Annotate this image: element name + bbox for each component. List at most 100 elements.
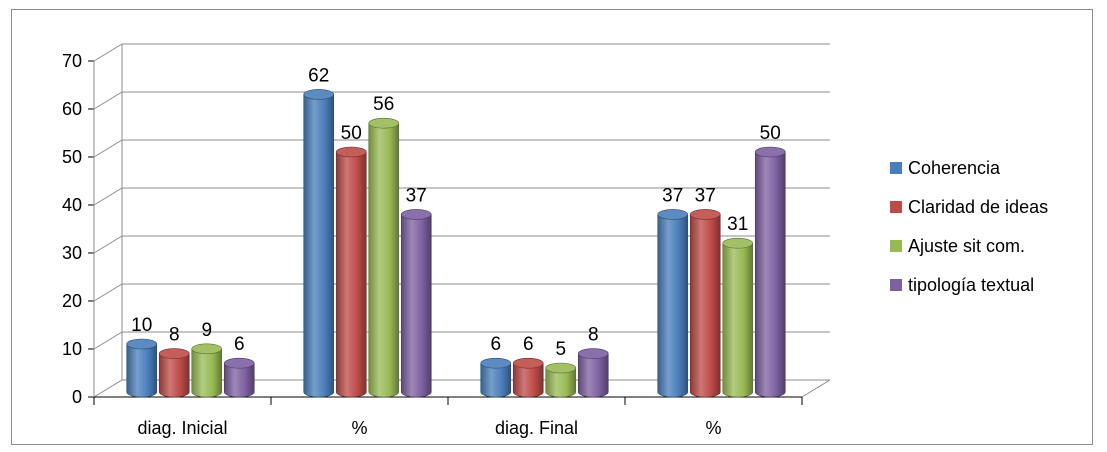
y-tick-label: 60	[62, 99, 82, 119]
data-label: 6	[234, 334, 245, 355]
data-label: 37	[695, 185, 716, 206]
bar	[368, 117, 400, 398]
x-tick-label: %	[351, 418, 367, 438]
legend-label: Ajuste sit com.	[908, 236, 1025, 256]
data-label: 8	[169, 325, 180, 346]
bar	[480, 357, 512, 398]
bar-top	[689, 209, 721, 220]
bar	[754, 146, 786, 398]
bar-body	[689, 214, 721, 398]
data-label: 50	[341, 123, 362, 144]
bar-body	[545, 367, 577, 398]
data-label: 5	[555, 339, 566, 360]
bar	[657, 209, 689, 398]
bar-top	[657, 209, 689, 220]
data-label: 31	[727, 214, 748, 235]
bar-body	[158, 353, 190, 398]
axes: 0 10 20 30 40 50 60 70 diag. Inicial% diag. Final…	[62, 44, 831, 438]
legend-label: Coherencia	[908, 158, 1001, 178]
legend-swatch	[890, 279, 902, 291]
legend-item: tipología textual	[890, 275, 1034, 295]
bar	[577, 348, 609, 398]
data-label: 6	[523, 334, 534, 355]
legend-swatch	[890, 201, 902, 213]
bar	[158, 348, 190, 398]
y-tick-label: 0	[72, 387, 82, 407]
gridline-side	[93, 43, 123, 62]
bar-top	[368, 117, 400, 129]
data-label: 50	[760, 123, 781, 144]
legend-swatch	[890, 240, 902, 252]
bar	[722, 237, 754, 398]
bar-top	[722, 237, 754, 249]
bar	[191, 343, 223, 398]
bar-body	[722, 242, 754, 398]
bar-top	[577, 348, 609, 359]
gridline-side	[93, 235, 123, 254]
gridline-side	[93, 379, 123, 398]
legend-item: Claridad de ideas	[890, 197, 1048, 217]
bar-top	[512, 357, 544, 369]
bars	[126, 89, 786, 398]
bar-top	[158, 348, 190, 359]
floor-right-edge	[801, 379, 831, 398]
bar-body	[191, 348, 223, 398]
data-label: 10	[131, 315, 152, 336]
x-tick-label: diag. Final	[495, 418, 578, 438]
bar-body	[223, 362, 255, 398]
bar-body	[368, 122, 400, 398]
bar	[126, 338, 158, 398]
bar-top	[400, 209, 432, 220]
bar	[545, 362, 577, 398]
gridline-side	[93, 91, 123, 110]
bar	[223, 357, 255, 398]
bar-body	[335, 151, 367, 398]
gridline-side	[93, 331, 123, 350]
bar	[400, 209, 432, 398]
data-label: 8	[588, 325, 599, 346]
bar-top	[754, 146, 786, 158]
legend-swatch	[890, 162, 902, 174]
data-label: 56	[373, 94, 394, 115]
legend-label: Claridad de ideas	[908, 197, 1048, 217]
data-label: 37	[662, 185, 683, 206]
bar-top	[126, 338, 158, 350]
gridline-side	[93, 187, 123, 206]
data-label: 6	[490, 334, 501, 355]
bar-body	[303, 94, 335, 398]
bar-top	[335, 146, 367, 158]
bar	[689, 209, 721, 398]
bar-body	[512, 362, 544, 398]
bar-body	[577, 353, 609, 398]
bar-top	[303, 89, 335, 100]
bar	[303, 89, 335, 398]
y-tick-label: 20	[62, 291, 82, 311]
bar	[335, 146, 367, 398]
x-tick-label: diag. Inicial	[137, 418, 227, 438]
y-tick-label: 30	[62, 243, 82, 263]
bar-top	[545, 362, 577, 374]
y-tick-label: 40	[62, 195, 82, 215]
legend-label: tipología textual	[908, 275, 1034, 295]
bar-top	[191, 343, 223, 355]
y-tick-label: 10	[62, 339, 82, 359]
bar-top	[223, 357, 255, 369]
data-label: 37	[406, 185, 427, 206]
bar-top	[480, 357, 512, 369]
y-tick-label: 70	[62, 51, 82, 71]
bar-body	[126, 343, 158, 398]
bar-body	[400, 214, 432, 398]
legend: Coherencia Claridad de ideas Ajuste sit co…	[890, 158, 1048, 295]
bar	[512, 357, 544, 398]
bar-body	[480, 362, 512, 398]
legend-item: Ajuste sit com.	[890, 236, 1025, 256]
bar-body	[657, 214, 689, 398]
gridline-side	[93, 139, 123, 158]
x-tick-label: %	[705, 418, 721, 438]
legend-item: Coherencia	[890, 158, 1001, 178]
data-label: 9	[201, 320, 212, 341]
bar-body	[754, 151, 786, 398]
gridline-side	[93, 283, 123, 302]
